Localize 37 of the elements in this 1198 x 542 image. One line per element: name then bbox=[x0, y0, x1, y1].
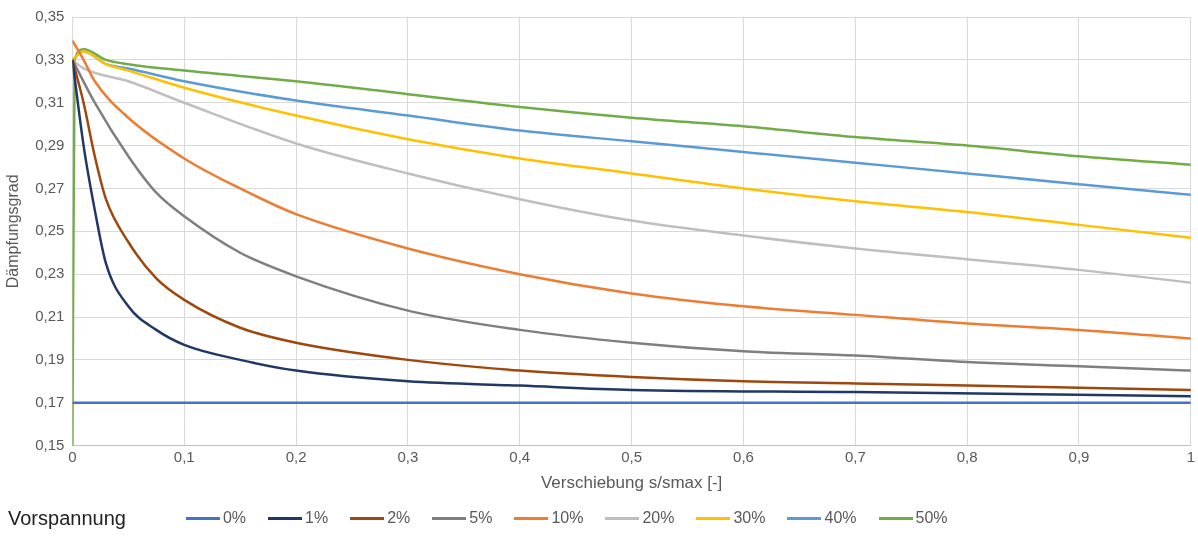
line-series bbox=[72, 58, 1191, 284]
line-series bbox=[72, 39, 1191, 340]
x-tick-label: 0,2 bbox=[285, 447, 307, 465]
y-axis-title: Dämpfungsgrad bbox=[4, 174, 22, 289]
legend-title: Vorspannung bbox=[8, 506, 126, 530]
y-tick-label: 0,33 bbox=[35, 50, 65, 67]
legend-label: 30% bbox=[733, 509, 766, 527]
x-axis-title: Verschiebung s/smax [-] bbox=[540, 473, 723, 493]
legend-label: 20% bbox=[642, 509, 675, 527]
y-tick-label: 0,29 bbox=[35, 135, 65, 153]
legend-label: 2% bbox=[387, 509, 411, 527]
legend-label: 50% bbox=[915, 509, 948, 527]
x-tick-label: 0,1 bbox=[173, 447, 195, 465]
y-tick-label: 0,27 bbox=[35, 178, 65, 196]
legend-label: 10% bbox=[551, 509, 584, 527]
x-tick-label: 0 bbox=[68, 447, 77, 465]
x-tick-label: 0,9 bbox=[1068, 447, 1090, 465]
x-tick-label: 0,7 bbox=[844, 447, 866, 465]
y-tick-label: 0,31 bbox=[35, 92, 65, 110]
x-tick-label: 0,6 bbox=[733, 447, 754, 465]
line-series bbox=[72, 50, 1191, 239]
y-tick-label: 0,35 bbox=[35, 7, 65, 25]
legend-label: 40% bbox=[824, 509, 857, 527]
x-tick-label: 0,4 bbox=[509, 447, 531, 465]
legend-label: 0% bbox=[222, 509, 247, 527]
x-tick-label: 1 bbox=[1186, 447, 1195, 465]
x-tick-label: 0,5 bbox=[621, 447, 643, 465]
y-tick-label: 0,25 bbox=[35, 221, 65, 239]
y-tick-label: 0,23 bbox=[35, 264, 65, 282]
x-tick-label: 0,3 bbox=[397, 447, 419, 465]
y-tick-label: 0,15 bbox=[35, 435, 65, 453]
legend-label: 1% bbox=[305, 509, 329, 527]
y-tick-label: 0,19 bbox=[35, 350, 65, 368]
y-tick-label: 0,21 bbox=[35, 307, 65, 325]
legend-label: 5% bbox=[469, 509, 493, 527]
y-tick-label: 0,17 bbox=[35, 392, 65, 410]
x-tick-label: 0,8 bbox=[956, 447, 978, 465]
